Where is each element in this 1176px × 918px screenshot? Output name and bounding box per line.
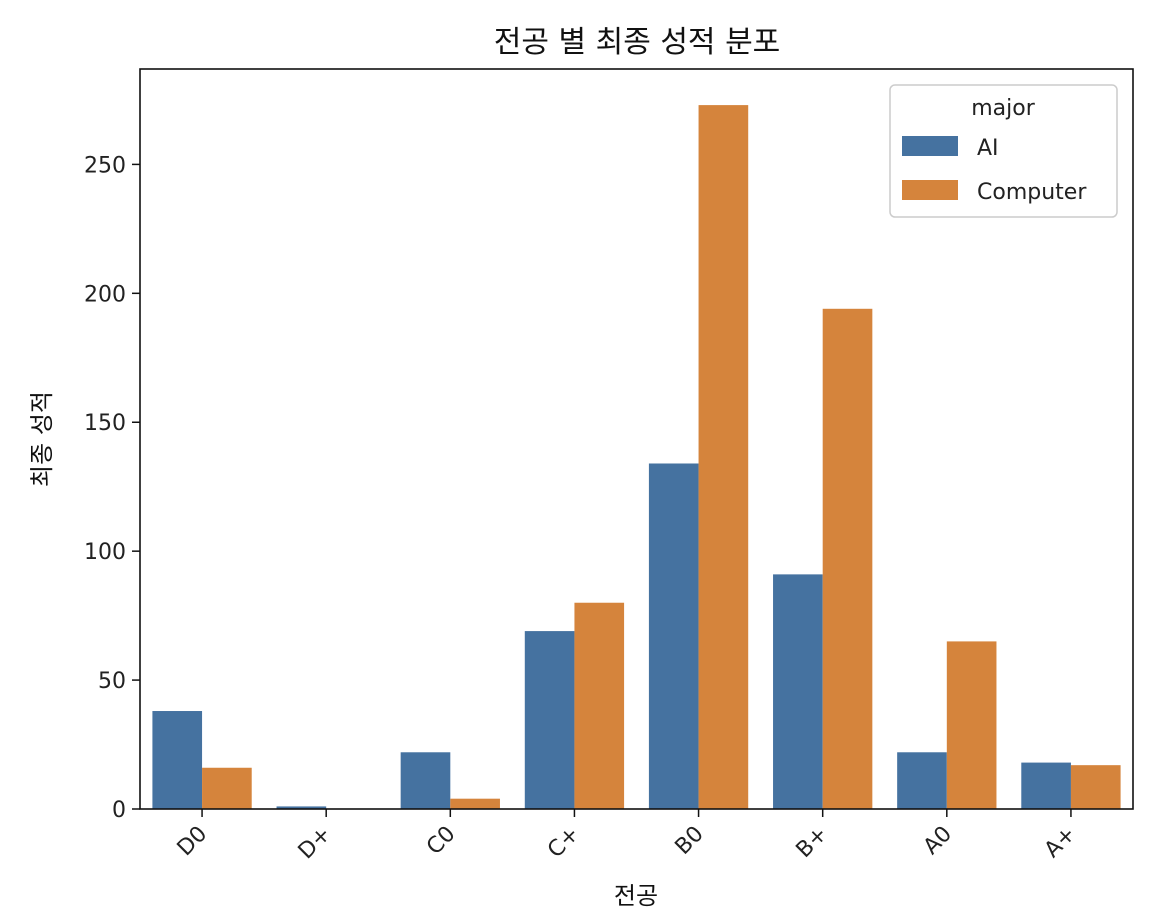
bar-computer-7 bbox=[1070, 765, 1121, 809]
y-tick-label: 250 bbox=[84, 153, 126, 178]
bar-ai-3 bbox=[524, 631, 575, 809]
bar-ai-6 bbox=[897, 752, 947, 809]
chart-title: 전공 별 최종 성적 분포 bbox=[494, 25, 781, 60]
bar-ai-2 bbox=[400, 752, 451, 809]
y-tick-label: 200 bbox=[84, 282, 126, 307]
legend-swatch-ai bbox=[902, 136, 958, 156]
bar-computer-6 bbox=[946, 641, 997, 809]
legend-label-computer: Computer bbox=[977, 180, 1087, 205]
legend-title: major bbox=[971, 96, 1035, 121]
bar-ai-4 bbox=[648, 463, 699, 809]
bar-ai-5 bbox=[773, 574, 823, 809]
bar-computer-0 bbox=[202, 767, 252, 809]
y-tick-label: 50 bbox=[98, 669, 126, 694]
bar-computer-3 bbox=[574, 602, 625, 809]
bar-computer-5 bbox=[822, 308, 873, 809]
bar-computer-2 bbox=[450, 798, 500, 809]
y-tick-label: 150 bbox=[84, 411, 126, 436]
plot-frame bbox=[139, 68, 1134, 810]
y-axis-ticks: 0 50 100 150 200 250 bbox=[84, 153, 140, 823]
legend-label-ai: AI bbox=[977, 136, 999, 161]
bar-ai-0 bbox=[152, 711, 203, 809]
bar-computer-4 bbox=[698, 105, 749, 810]
x-axis-label: 전공 bbox=[614, 882, 658, 910]
legend-swatch-computer bbox=[902, 180, 958, 200]
y-axis-label: 최종 성적 bbox=[28, 391, 56, 487]
bars-group bbox=[152, 105, 1121, 810]
y-tick-label: 100 bbox=[84, 540, 126, 565]
bar-ai-7 bbox=[1021, 762, 1071, 809]
bar-ai-1 bbox=[276, 806, 327, 809]
y-tick-label: 0 bbox=[112, 798, 126, 823]
legend: major AI Computer bbox=[889, 84, 1118, 218]
